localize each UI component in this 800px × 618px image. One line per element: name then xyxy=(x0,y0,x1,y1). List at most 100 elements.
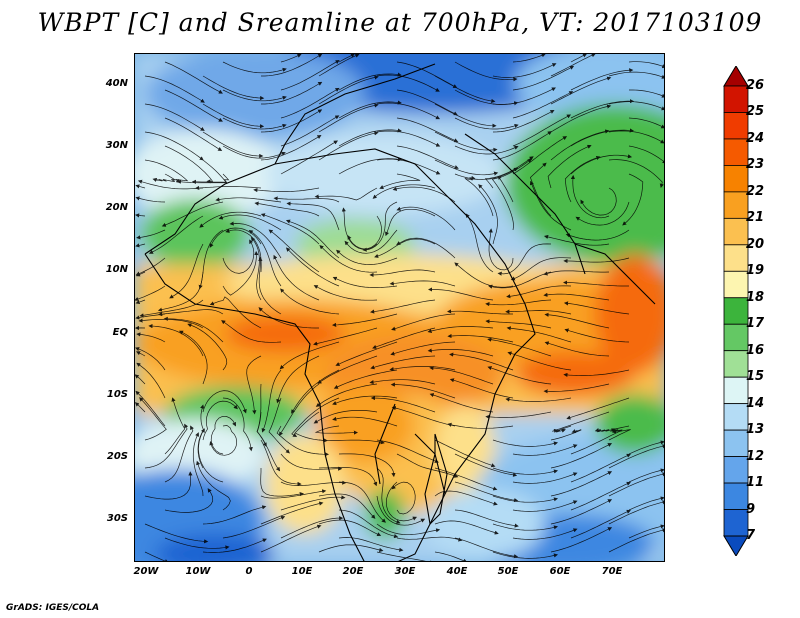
colorbar-swatch xyxy=(723,376,749,405)
streamline xyxy=(164,397,186,455)
streamline xyxy=(372,184,436,199)
streamline xyxy=(137,179,204,190)
streamline xyxy=(280,87,340,119)
streamline xyxy=(389,280,456,287)
colorbar-swatch xyxy=(723,165,749,193)
map-field xyxy=(135,54,664,561)
streamline xyxy=(276,425,329,457)
streamline xyxy=(178,330,208,385)
streamline xyxy=(492,439,559,447)
streamline xyxy=(336,249,398,265)
streamline xyxy=(505,309,572,315)
streamline xyxy=(148,215,204,254)
colorbar-swatch xyxy=(723,191,749,219)
streamline xyxy=(144,551,169,561)
streamline xyxy=(338,72,402,91)
streamline xyxy=(594,425,630,433)
streamline xyxy=(222,145,286,159)
chart-title: WBPT [C] and Sreamline at 700hPa, VT: 20… xyxy=(37,8,763,37)
lat-label: 10S xyxy=(106,389,128,400)
colorbar-swatch xyxy=(723,270,749,299)
lon-label: 60E xyxy=(549,566,571,577)
streamline xyxy=(507,351,572,371)
streamline xyxy=(164,89,223,122)
streamline xyxy=(487,337,552,357)
streamline xyxy=(260,439,302,486)
streamline xyxy=(434,467,498,491)
streamline xyxy=(389,366,456,372)
streamline xyxy=(285,219,340,259)
streamline xyxy=(253,187,320,193)
streamlines xyxy=(135,54,664,561)
streamline xyxy=(376,130,441,147)
streamline xyxy=(138,318,204,329)
streamline xyxy=(570,68,634,91)
streamline xyxy=(260,489,327,499)
streamline xyxy=(319,244,378,273)
streamline xyxy=(376,102,441,120)
streamline xyxy=(318,103,379,133)
streamline xyxy=(510,257,572,281)
streamline xyxy=(273,196,340,203)
streamline xyxy=(512,65,575,91)
streamline xyxy=(250,236,262,301)
streamline xyxy=(318,131,379,161)
streamline xyxy=(318,439,385,445)
streamline xyxy=(199,211,262,228)
coastlines xyxy=(144,63,656,561)
streamline xyxy=(488,228,514,271)
colorbar-swatch xyxy=(723,112,749,140)
streamline xyxy=(215,197,282,203)
streamline xyxy=(222,250,259,296)
streamline xyxy=(313,410,378,424)
streamline xyxy=(628,524,664,539)
streamline xyxy=(564,155,601,203)
streamline xyxy=(202,505,267,525)
streamline xyxy=(318,493,376,519)
streamline xyxy=(332,276,398,288)
streamline xyxy=(608,71,664,79)
colorbar-swatch xyxy=(723,403,749,431)
streamline xyxy=(222,61,287,74)
streamline xyxy=(550,76,612,105)
streamline xyxy=(376,467,401,524)
lon-label: 50E xyxy=(497,566,519,577)
streamline xyxy=(492,467,559,475)
streamline xyxy=(447,333,514,343)
streamline xyxy=(278,383,320,436)
streamline xyxy=(492,523,559,531)
streamline xyxy=(135,299,146,304)
streamline xyxy=(434,75,496,104)
colorbar-swatch xyxy=(723,482,749,510)
streamline xyxy=(332,395,398,406)
streamline xyxy=(335,341,398,366)
colorbar-level-label: 19 xyxy=(746,263,765,279)
streamline xyxy=(506,285,572,299)
streamline xyxy=(454,61,518,82)
colorbar-level-label: 14 xyxy=(746,395,765,411)
streamline xyxy=(222,89,287,102)
streamline xyxy=(164,117,223,152)
streamline xyxy=(512,500,578,512)
streamline xyxy=(550,443,613,469)
streamline xyxy=(341,207,378,250)
streamline xyxy=(390,382,456,399)
streamline xyxy=(374,238,436,258)
streamline xyxy=(164,488,214,513)
streamline xyxy=(492,551,559,559)
streamline xyxy=(506,326,572,343)
streamline xyxy=(454,509,519,528)
streamline xyxy=(315,383,378,407)
streamline xyxy=(575,201,630,226)
streamline xyxy=(261,369,282,433)
streamline xyxy=(512,444,578,456)
streamline xyxy=(512,136,568,175)
colorbar-level-label: 22 xyxy=(746,183,765,199)
streamline xyxy=(512,114,572,147)
streamline xyxy=(136,332,166,343)
streamline xyxy=(338,453,396,478)
streamline xyxy=(566,397,630,420)
streamline xyxy=(376,523,441,536)
streamline xyxy=(529,162,552,217)
colorbar-swatch xyxy=(723,509,749,537)
